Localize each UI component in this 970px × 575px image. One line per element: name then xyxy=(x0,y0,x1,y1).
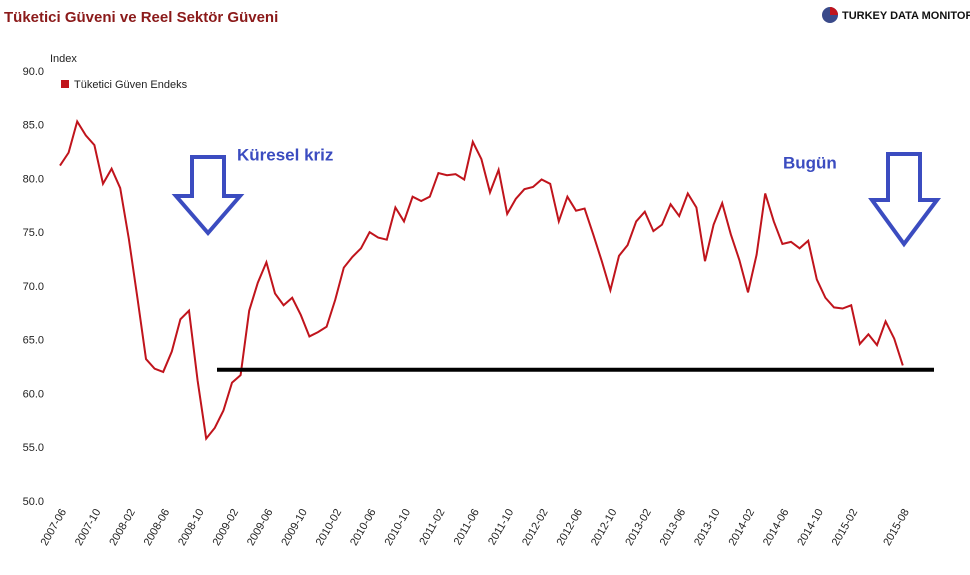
annotation: Küresel kriz xyxy=(237,145,333,164)
legend-label: Tüketici Güven Endeks xyxy=(74,79,188,91)
annotation: Bugün xyxy=(783,153,837,172)
x-tick-label: 2007-10 xyxy=(73,507,104,548)
arrow xyxy=(868,152,941,248)
x-tick-label: 2014-02 xyxy=(727,507,758,548)
y-tick-label: 75.0 xyxy=(23,227,44,239)
x-tick-label: 2014-10 xyxy=(795,507,826,548)
x-tick-label: 2009-02 xyxy=(211,507,242,548)
x-tick-label: 2015-08 xyxy=(881,507,912,548)
y-tick-label: 85.0 xyxy=(23,120,44,132)
y-tick-label: 55.0 xyxy=(23,442,44,454)
x-tick-label: 2014-06 xyxy=(761,507,792,548)
brand-logo: TURKEY DATA MONITOR xyxy=(822,7,970,23)
x-tick-label: 2008-10 xyxy=(176,507,207,548)
x-tick-label: 2010-02 xyxy=(314,507,345,548)
arrow xyxy=(171,155,245,237)
x-tick-label: 2009-10 xyxy=(279,507,310,548)
x-tick-label: 2007-06 xyxy=(39,507,70,548)
line-series xyxy=(59,118,904,441)
x-tick-label: 2011-10 xyxy=(486,507,516,547)
legend-swatch xyxy=(61,80,69,88)
x-tick-label: 2013-06 xyxy=(658,507,689,548)
x-tick-label: 2011-02 xyxy=(417,507,447,547)
y-tick-label: 70.0 xyxy=(23,281,44,293)
y-tick-label: 80.0 xyxy=(23,173,44,185)
x-tick-label: 2010-06 xyxy=(348,507,379,548)
brand-name: TURKEY DATA MONITOR xyxy=(842,10,970,22)
x-tick-label: 2012-10 xyxy=(589,507,620,548)
y-tick-label: 90.0 xyxy=(23,66,44,78)
y-axis-label: Index xyxy=(50,53,77,65)
x-tick-label: 2010-10 xyxy=(383,507,414,548)
x-tick-label: 2013-10 xyxy=(692,507,723,548)
y-tick-label: 65.0 xyxy=(23,335,44,347)
x-tick-label: 2015-02 xyxy=(830,507,861,548)
y-tick-label: 60.0 xyxy=(23,388,44,400)
x-tick-label: 2009-06 xyxy=(245,507,276,548)
x-tick-label: 2008-02 xyxy=(107,507,138,548)
x-tick-label: 2012-02 xyxy=(520,507,551,548)
x-tick-label: 2012-06 xyxy=(555,507,586,548)
chart-title: Tüketici Güveni ve Reel Sektör Güveni xyxy=(4,9,278,26)
x-tick-label: 2008-06 xyxy=(142,507,173,548)
x-tick-label: 2011-06 xyxy=(452,507,482,547)
y-tick-label: 50.0 xyxy=(23,496,44,508)
x-tick-label: 2013-02 xyxy=(623,507,654,548)
